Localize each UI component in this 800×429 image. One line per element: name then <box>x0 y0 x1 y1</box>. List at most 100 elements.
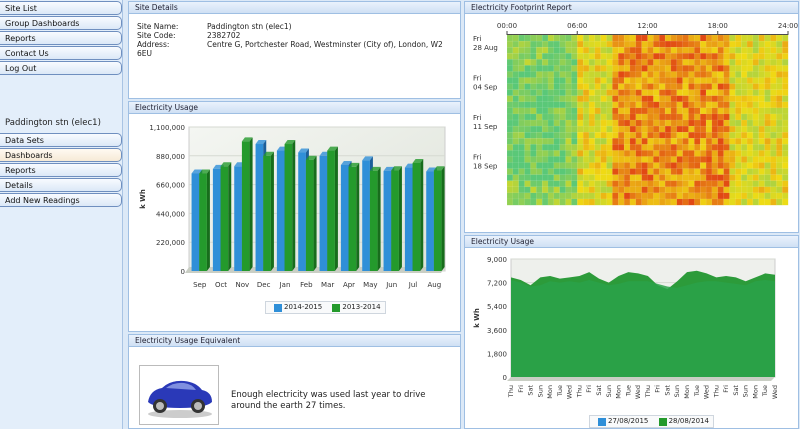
area-x-tick: Fri <box>585 385 593 393</box>
electricity-usage-bar-panel: Electricity Usage 0 220,000 440,000 660,000… <box>128 101 461 332</box>
bar-x-tick: May <box>363 281 377 289</box>
site-name-value: Paddington stn (elec1) <box>207 22 292 31</box>
bar-x-tick: Mar <box>321 281 334 289</box>
legend-swatch-2014 <box>658 418 667 426</box>
bar-2013-2014-Jan <box>284 140 296 271</box>
area-x-tick: Mon <box>615 385 623 399</box>
area-x-tick: Sun <box>742 385 750 397</box>
heatmap-cells <box>506 34 789 206</box>
heatmap-y-date: 11 Sep <box>473 123 498 131</box>
bar-2013-2014-Apr <box>348 162 360 271</box>
area-x-tick: Tue <box>556 385 564 397</box>
area-x-tick: Sun <box>673 385 681 397</box>
legend-swatch-2014-2015 <box>274 304 282 312</box>
bar-x-tick: Jan <box>279 281 291 289</box>
electricity-equivalent-panel: Electricity Usage Equivalent Enough elec… <box>128 334 461 429</box>
electricity-footprint-panel: Electricity Footprint Report 00:00 06:00 1… <box>464 1 799 233</box>
bar-2013-2014-Jun <box>391 166 402 271</box>
area-y-tick: 9,000 <box>487 256 507 264</box>
site-nav-item-dashboards[interactable]: Dashboards <box>0 148 122 162</box>
area-x-tick: Mon <box>683 385 691 399</box>
area-x-tick: Fri <box>654 385 662 393</box>
bar-y-tick: 660,000 <box>156 182 185 190</box>
legend-swatch-2013-2014 <box>332 304 341 312</box>
bar-y-tick: 0 <box>181 268 185 276</box>
car-icon <box>148 380 212 418</box>
heatmap-y-date: 28 Aug <box>473 44 498 52</box>
address-line1: Centre G, Portchester Road, Westminster … <box>207 40 443 49</box>
area-x-tick: Tue <box>761 385 769 397</box>
area-x-tick: Thu <box>712 385 720 398</box>
bar-x-tick: Oct <box>215 281 227 289</box>
electricity-usage-area-panel: Electricity Usage 0 1,800 3,600 5,400 7,200 9… <box>464 235 799 429</box>
area-x-tick: Wed <box>771 385 779 399</box>
site-nav: Data Sets Dashboards Reports Details Add New… <box>0 133 122 207</box>
area-y-tick: 3,600 <box>487 327 507 335</box>
panel-title: Electricity Usage <box>129 102 460 114</box>
bar-2013-2014-Feb <box>305 155 317 271</box>
area-y-label: k Wh <box>473 308 481 328</box>
bar-x-tick: Jul <box>408 281 418 289</box>
area-x-tick: Fri <box>722 385 730 393</box>
panel-title: Site Details <box>129 2 460 14</box>
nav-item-log-out[interactable]: Log Out <box>0 61 122 75</box>
area-x-tick: Sat <box>732 385 740 396</box>
panel-title: Electricity Footprint Report <box>465 2 798 14</box>
nav-item-reports[interactable]: Reports <box>0 31 122 45</box>
area-x-tick: Sat <box>527 385 535 396</box>
area-x-tick: Mon <box>751 385 759 399</box>
area-x-tick: Tue <box>624 385 632 397</box>
bar-y-tick: 1,100,000 <box>149 124 185 132</box>
bar-y-tick: 440,000 <box>156 210 185 218</box>
area-x-tick: Thu <box>507 385 515 398</box>
area-chart-legend: 27/08/2015 28/08/2014 <box>589 415 714 428</box>
site-nav-item-add-new-readings[interactable]: Add New Readings <box>0 193 122 207</box>
site-details-panel: Site Details Site Name: Paddington stn (… <box>128 1 461 99</box>
panel-title: Electricity Usage <box>465 236 798 248</box>
area-x-tick: Wed <box>634 385 642 399</box>
heatmap-y-day: Fri <box>473 75 481 83</box>
bar-x-tick: Feb <box>300 281 313 289</box>
legend-label-2013-2014: 2013-2014 <box>342 303 381 311</box>
heatmap-x-tick: 18:00 <box>708 22 728 30</box>
bar-chart-legend: 2014-2015 2013-2014 <box>265 301 386 314</box>
legend-label-2014: 28/08/2014 <box>668 417 709 425</box>
bar-y-tick: 880,000 <box>156 153 185 161</box>
heatmap-x-tick: 00:00 <box>497 22 517 30</box>
area-x-tick: Sun <box>536 385 544 397</box>
area-y-tick: 7,200 <box>487 280 507 288</box>
bar-x-tick: Jun <box>385 281 397 289</box>
area-x-tick: Wed <box>703 385 711 399</box>
heatmap-y-day: Fri <box>473 154 481 162</box>
nav-item-group-dashboards[interactable]: Group Dashboards <box>0 16 122 30</box>
address-label: Address: <box>137 40 170 49</box>
bar-2013-2014-Dec <box>263 151 274 271</box>
site-heading: Paddington stn (elec1) <box>5 118 101 128</box>
area-x-tick: Wed <box>566 385 574 399</box>
equivalent-text-line2: around the earth 27 times. <box>231 401 346 411</box>
site-nav-item-reports[interactable]: Reports <box>0 163 122 177</box>
top-nav: Site List Group Dashboards Reports Contact … <box>0 1 122 75</box>
nav-item-site-list[interactable]: Site List <box>0 1 122 15</box>
bar-x-tick: Sep <box>193 281 207 289</box>
nav-item-contact-us[interactable]: Contact Us <box>0 46 122 60</box>
car-image <box>139 365 219 425</box>
site-nav-item-data-sets[interactable]: Data Sets <box>0 133 122 147</box>
bar-y-label: k Wh <box>139 189 147 209</box>
bar-x-tick: Dec <box>257 281 271 289</box>
site-name-label: Site Name: <box>137 22 179 31</box>
site-nav-item-details[interactable]: Details <box>0 178 122 192</box>
bar-2013-2014-May <box>369 166 381 271</box>
heatmap-x-tick: 12:00 <box>637 22 657 30</box>
site-code-value: 2382702 <box>207 31 241 40</box>
address-line2: 6EU <box>137 49 152 58</box>
legend-swatch-2015 <box>598 418 606 426</box>
bar-x-tick: Aug <box>427 281 441 289</box>
bar-y-tick: 220,000 <box>156 239 185 247</box>
sidebar: Site List Group Dashboards Reports Contact … <box>0 0 123 429</box>
legend-label-2015: 27/08/2015 <box>608 417 649 425</box>
area-x-tick: Sat <box>595 385 603 396</box>
area-x-tick: Thu <box>644 385 652 398</box>
bar-x-tick: Nov <box>235 281 249 289</box>
